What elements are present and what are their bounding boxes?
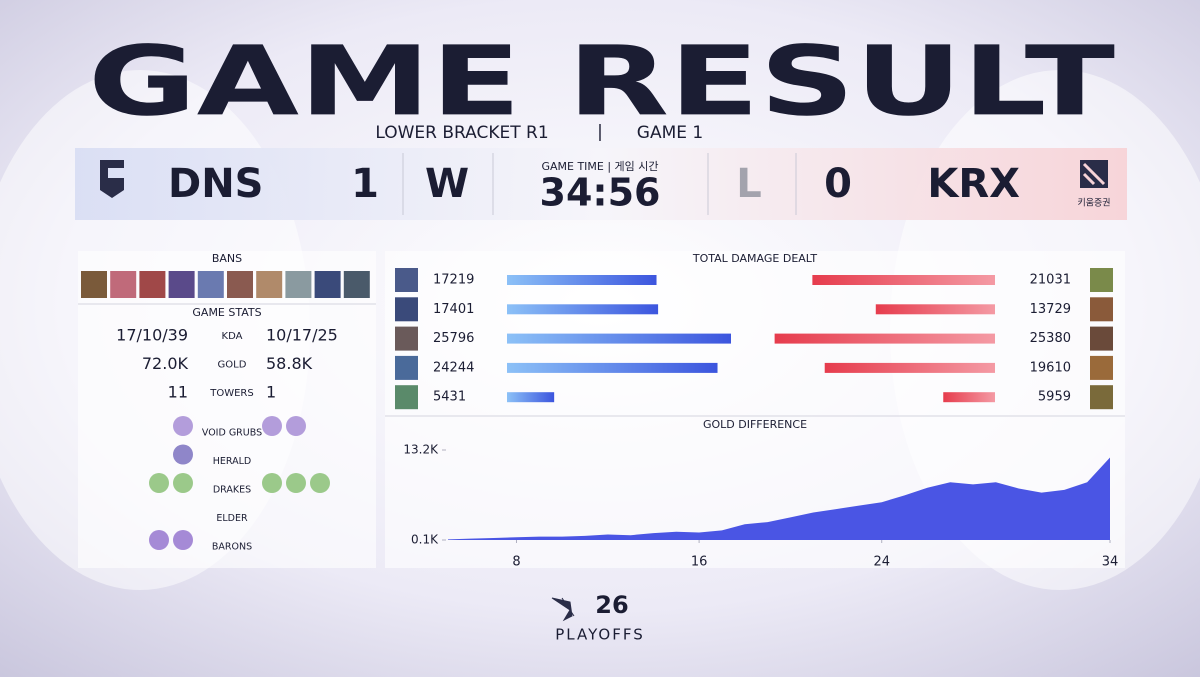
damage-left-value: 24244: [433, 360, 474, 375]
dividers: [402, 153, 797, 215]
stat-label: TOWERS: [209, 388, 253, 399]
stage: LOWER BRACKET R1: [375, 123, 548, 143]
damage-bar-left: [507, 333, 731, 344]
damage-bar-left: [507, 304, 659, 315]
stat-left: 11: [168, 383, 188, 402]
score-right: 0: [824, 161, 852, 207]
objective-icon: [149, 530, 169, 550]
stats-title: GAME STATS: [192, 306, 261, 319]
gold-area: [448, 457, 1110, 540]
damage-bar-right: [943, 392, 995, 403]
objective-icon: [173, 416, 193, 436]
ban-icon: [227, 271, 253, 298]
score-left: 1: [351, 161, 379, 207]
x-tick-label: 16: [691, 555, 708, 570]
damage-left-value: 25796: [433, 331, 474, 346]
stage-label: PLAYOFFS: [555, 626, 645, 644]
objective-icon: [173, 473, 193, 493]
stat-right: 10/17/25: [266, 326, 338, 345]
damage-bar-right: [774, 333, 995, 344]
result-left: W: [425, 161, 469, 207]
damage-bar-right: [812, 275, 995, 285]
title: GAME RESULT: [88, 25, 1115, 137]
game-time-label: GAME TIME | 게임 시간: [541, 160, 658, 173]
champion-icon: [1090, 326, 1113, 351]
team-right: KRX: [927, 161, 1020, 207]
champion-icon: [1090, 385, 1113, 410]
x-tick-label: 34: [1102, 555, 1119, 570]
objective-icon: [173, 444, 193, 465]
ban-icon: [139, 271, 166, 298]
champion-icon: [1090, 355, 1113, 380]
separator: |: [597, 122, 603, 142]
champion-icon: [1090, 297, 1113, 322]
champion-icon: [395, 385, 418, 410]
bans-title: BANS: [212, 252, 242, 265]
damage-right-value: 19610: [1030, 360, 1071, 375]
ban-icon: [81, 271, 107, 298]
champion-icon: [395, 355, 418, 380]
ban-icon: [110, 271, 137, 298]
sponsor-text: 키움증권: [1077, 197, 1110, 209]
damage-left-value: 17401: [433, 302, 474, 317]
result-right: L: [736, 161, 762, 207]
objective-label: VOID GRUBS: [202, 428, 262, 439]
season-number: 26: [595, 591, 628, 619]
damage-bar-left: [507, 392, 555, 403]
damage-title: TOTAL DAMAGE DEALT: [692, 252, 818, 265]
objective-icon: [262, 473, 282, 493]
damage-right-value: 5959: [1038, 390, 1071, 405]
objective-icon: [149, 473, 169, 493]
damage-right-value: 13729: [1030, 302, 1071, 317]
objective-icon: [286, 473, 306, 493]
champion-icon: [395, 326, 418, 351]
ban-icon: [285, 271, 312, 298]
game-time: 34:56: [540, 171, 661, 215]
ban-icon: [256, 271, 283, 298]
team-left: DNS: [168, 161, 264, 207]
damage-bar-right: [875, 304, 995, 315]
damage-left-value: 17219: [433, 273, 474, 288]
damage-left-value: 5431: [433, 390, 466, 405]
objective-icon: [262, 416, 282, 436]
ban-icon: [197, 271, 224, 298]
damage-right-value: 21031: [1030, 273, 1071, 288]
ban-icon: [314, 271, 341, 298]
ban-icon: [343, 271, 370, 298]
objective-icon: [286, 416, 306, 436]
champion-icon: [1090, 268, 1113, 292]
stat-label: GOLD: [218, 360, 247, 371]
damage-bar-left: [507, 362, 718, 373]
ban-icons: [81, 271, 370, 298]
team-logo-left: [100, 160, 124, 198]
team-logo-right: [1080, 160, 1108, 188]
objective-label: ELDER: [216, 513, 248, 524]
stat-left: 17/10/39: [116, 326, 188, 345]
stat-right: 58.8K: [266, 354, 313, 373]
objective-icon: [310, 473, 330, 493]
x-tick-label: 24: [873, 555, 890, 570]
damage-right-value: 25380: [1030, 331, 1071, 346]
objective-label: BARONS: [212, 542, 252, 553]
objective-label: DRAKES: [213, 485, 251, 496]
x-tick-label: 8: [512, 555, 520, 570]
y-tick-label: 0.1K: [411, 533, 439, 547]
ban-icon: [168, 271, 195, 298]
champion-icon: [395, 268, 418, 292]
stat-label: KDA: [222, 331, 243, 342]
objective-label: HERALD: [213, 456, 251, 467]
stat-left: 72.0K: [142, 354, 189, 373]
objective-icon: [173, 530, 193, 550]
stat-right: 1: [266, 383, 276, 402]
champion-icon: [395, 297, 418, 322]
damage-bar-left: [507, 275, 657, 285]
scoreboard: [75, 148, 1127, 220]
league-logo: [551, 597, 575, 622]
gold-title: GOLD DIFFERENCE: [703, 418, 807, 431]
game-number: GAME 1: [637, 123, 703, 143]
damage-bar-right: [824, 362, 995, 373]
y-tick-label: 13.2K: [403, 443, 439, 457]
